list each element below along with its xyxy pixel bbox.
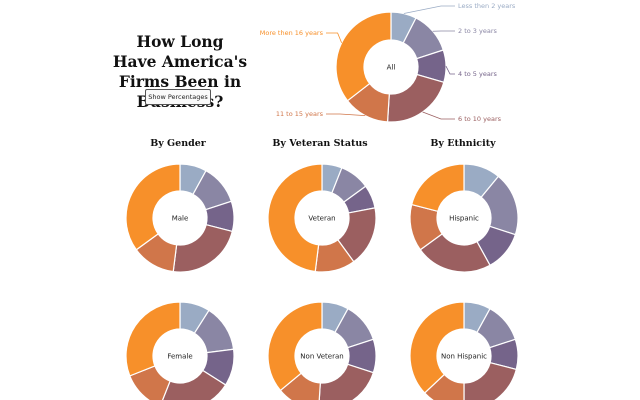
slice-all-more-then-16-years[interactable] bbox=[335, 11, 392, 102]
center-label-veteran: Veteran bbox=[308, 215, 335, 223]
heading-by-ethnicity: By Ethnicity bbox=[430, 138, 496, 149]
chart-non-veteran: Non Veteran bbox=[267, 301, 377, 400]
center-label-female: Female bbox=[167, 353, 192, 361]
slice-non-hispanic-more-then-16-years[interactable] bbox=[409, 301, 465, 394]
center-label-male: Male bbox=[172, 215, 189, 223]
label-6-to-10-years: 6 to 10 years bbox=[458, 115, 502, 123]
leader-line-more-then-16-years bbox=[326, 32, 342, 43]
slice-non-veteran-more-then-16-years[interactable] bbox=[267, 301, 323, 392]
slice-female-6-to-10-years[interactable] bbox=[160, 369, 227, 400]
leader-line-11-to-15-years bbox=[326, 113, 366, 117]
show-percentages-button[interactable]: Show Percentages bbox=[145, 89, 211, 105]
label-2-to-3-years: 2 to 3 years bbox=[458, 27, 497, 35]
center-label-non-hispanic: Non Hispanic bbox=[441, 353, 487, 361]
slice-veteran-more-then-16-years[interactable] bbox=[267, 163, 323, 273]
center-label-hispanic: Hispanic bbox=[449, 215, 479, 223]
center-label-all: All bbox=[387, 64, 396, 72]
slice-all-6-to-10-years[interactable] bbox=[386, 73, 445, 123]
center-label-non-veteran: Non Veteran bbox=[300, 353, 343, 361]
label-4-to-5-years: 4 to 5 years bbox=[458, 70, 497, 78]
chart-hispanic: Hispanic bbox=[409, 163, 519, 273]
leader-line-6-to-10-years bbox=[422, 111, 455, 120]
slice-female-more-then-16-years[interactable] bbox=[125, 301, 181, 377]
heading-by-gender: By Gender bbox=[150, 138, 207, 149]
all-chart-labels: Less then 2 years 2 to 3 years 4 to 5 year… bbox=[260, 2, 516, 123]
heading-by-veteran-status: By Veteran Status bbox=[272, 138, 367, 149]
slice-non-hispanic-6-to-10-years[interactable] bbox=[463, 361, 518, 400]
slice-male-6-to-10-years[interactable] bbox=[172, 223, 234, 273]
slice-male-more-then-16-years[interactable] bbox=[125, 163, 181, 251]
chart-all: All bbox=[335, 11, 447, 123]
chart-veteran: Veteran bbox=[267, 163, 377, 273]
label-less-then-2-years: Less then 2 years bbox=[458, 2, 516, 10]
chart-male: Male bbox=[125, 163, 235, 273]
chart-female: Female bbox=[125, 301, 235, 400]
slice-hispanic-more-then-16-years[interactable] bbox=[410, 163, 465, 213]
label-11-to-15-years: 11 to 15 years bbox=[276, 110, 324, 118]
leader-line-4-to-5-years bbox=[445, 65, 455, 75]
leader-line-less-then-2-years bbox=[403, 5, 455, 14]
chart-non-hispanic: Non Hispanic bbox=[409, 301, 519, 400]
slice-non-veteran-6-to-10-years[interactable] bbox=[318, 363, 375, 400]
label-more-then-16-years: More then 16 years bbox=[260, 29, 324, 37]
